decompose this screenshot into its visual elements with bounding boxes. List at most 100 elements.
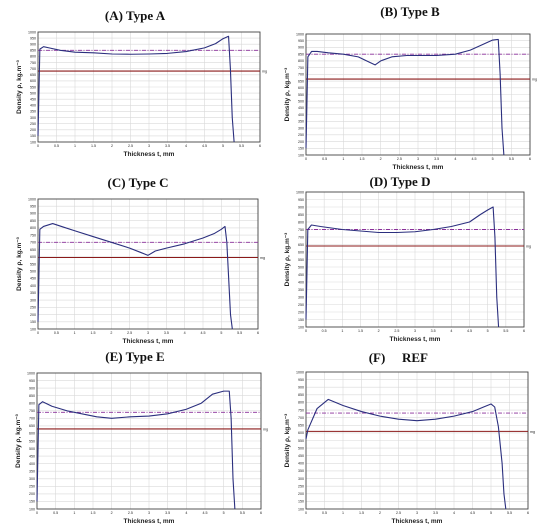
- y-tick-label: 100: [298, 153, 304, 157]
- x-tick-label: 5: [223, 511, 225, 515]
- y-tick-label: 250: [30, 122, 36, 126]
- y-tick-label: 700: [29, 417, 35, 421]
- y-tick-label: 350: [298, 469, 304, 473]
- x-tick-label: 5: [222, 144, 224, 148]
- y-tick-label: 200: [30, 128, 36, 132]
- y-axis-label: Density ρ, kg.m⁻³: [16, 59, 23, 114]
- x-tick-label: 1: [342, 157, 344, 161]
- y-tick-label: 500: [298, 446, 304, 450]
- x-tick-label: 3: [148, 511, 150, 515]
- x-tick-label: 5: [492, 157, 494, 161]
- y-tick-label: 1000: [28, 197, 36, 201]
- y-tick-label: 800: [30, 226, 36, 230]
- y-tick-label: 150: [30, 134, 36, 138]
- x-tick-label: 6: [527, 511, 529, 515]
- chart-title: REF: [402, 350, 428, 365]
- y-tick-label: 950: [298, 378, 304, 382]
- x-tick-label: 2.5: [397, 157, 402, 161]
- y-tick-label: 200: [29, 492, 35, 496]
- chart-title: (D) Type D: [370, 174, 431, 189]
- density-profile-line: [305, 38, 505, 156]
- x-tick-label: 0: [305, 511, 307, 515]
- plot-frame: [305, 33, 531, 156]
- y-tick-label: 650: [298, 243, 304, 247]
- y-tick-label: 650: [30, 73, 36, 77]
- y-tick-label: 750: [298, 408, 304, 412]
- y-tick-label: 850: [29, 394, 35, 398]
- grid: [36, 372, 262, 510]
- y-tick-label: 700: [298, 235, 304, 239]
- reference-line-label: mg: [526, 245, 531, 249]
- x-tick-label: 6: [523, 329, 525, 333]
- x-tick-label: 4: [450, 329, 452, 333]
- x-axis-label: Thickness t, mm: [390, 336, 441, 343]
- y-tick-label: 950: [298, 198, 304, 202]
- y-tick-label: 400: [29, 462, 35, 466]
- y-tick-label: 800: [298, 401, 304, 405]
- x-tick-label: 4: [185, 144, 187, 148]
- y-tick-label: 900: [298, 386, 304, 390]
- x-axis-label: Thickness t, mm: [124, 518, 175, 525]
- y-tick-label: 1000: [296, 370, 304, 374]
- y-tick-label: 350: [30, 291, 36, 295]
- y-tick-label: 100: [29, 507, 35, 511]
- y-tick-label: 400: [298, 280, 304, 284]
- plot-frame: [305, 371, 529, 510]
- x-tick-label: 0: [37, 331, 39, 335]
- y-tick-label: 300: [30, 116, 36, 120]
- y-tick-label: 450: [298, 273, 304, 277]
- y-tick-label: 250: [298, 303, 304, 307]
- x-tick-label: 2: [379, 511, 381, 515]
- y-tick-label: 650: [298, 79, 304, 83]
- y-tick-label: 300: [30, 298, 36, 302]
- plot-frame: [36, 372, 262, 510]
- y-tick-label: 800: [30, 55, 36, 59]
- y-tick-label: 950: [29, 379, 35, 383]
- y-tick-label: 200: [30, 313, 36, 317]
- y-tick-label: 300: [29, 477, 35, 481]
- y-tick-label: 300: [298, 295, 304, 299]
- x-tick-label: 2: [111, 144, 113, 148]
- y-tick-label: 600: [298, 431, 304, 435]
- density-profile-line: [36, 390, 236, 510]
- reference-line-label: mg: [530, 430, 535, 434]
- y-tick-label: 700: [30, 67, 36, 71]
- y-tick-label: 250: [298, 133, 304, 137]
- x-tick-label: 3: [147, 331, 149, 335]
- y-axis-label: Density ρ, kg.m⁻³: [284, 413, 291, 468]
- reference-line-label: mg: [263, 427, 268, 431]
- y-tick-label: 100: [30, 140, 36, 144]
- x-tick-label: 1.5: [360, 157, 365, 161]
- y-tick-label: 150: [298, 147, 304, 151]
- plot-frame: [37, 198, 259, 330]
- x-tick-label: 2.5: [128, 144, 133, 148]
- y-axis-label: Density ρ, kg.m⁻³: [15, 413, 22, 468]
- y-tick-label: 950: [298, 39, 304, 43]
- x-tick-label: 2: [110, 331, 112, 335]
- x-tick-label: 0.5: [54, 331, 59, 335]
- y-tick-label: 500: [298, 100, 304, 104]
- y-tick-label: 950: [30, 36, 36, 40]
- x-tick-label: 4.5: [201, 331, 206, 335]
- x-tick-label: 5: [490, 511, 492, 515]
- y-tick-label: 900: [298, 46, 304, 50]
- x-tick-label: 0: [305, 157, 307, 161]
- x-tick-label: 4: [184, 331, 186, 335]
- chart-panel: 0 0.5 1 1.5 2 2.5 3 3.5 4 4.5 5 5.5 6 100 150 200 250 300…: [15, 349, 268, 525]
- x-tick-label: 1.5: [91, 331, 96, 335]
- x-tick-label: 1: [342, 511, 344, 515]
- y-tick-label: 800: [298, 220, 304, 224]
- x-tick-label: 1.5: [359, 511, 364, 515]
- x-tick-label: 1.5: [91, 511, 96, 515]
- density-profile-line: [37, 35, 235, 143]
- x-axis-label: Thickness t, mm: [392, 518, 443, 525]
- y-tick-label: 650: [30, 248, 36, 252]
- x-tick-label: 2: [111, 511, 113, 515]
- y-tick-label: 400: [298, 113, 304, 117]
- x-axis-label: Thickness t, mm: [124, 151, 175, 158]
- x-tick-label: 0.5: [322, 157, 327, 161]
- chart-title: (B) Type B: [380, 4, 440, 19]
- x-tick-label: 3.5: [164, 331, 169, 335]
- y-tick-label: 150: [298, 500, 304, 504]
- x-tick-label: 4.5: [203, 511, 208, 515]
